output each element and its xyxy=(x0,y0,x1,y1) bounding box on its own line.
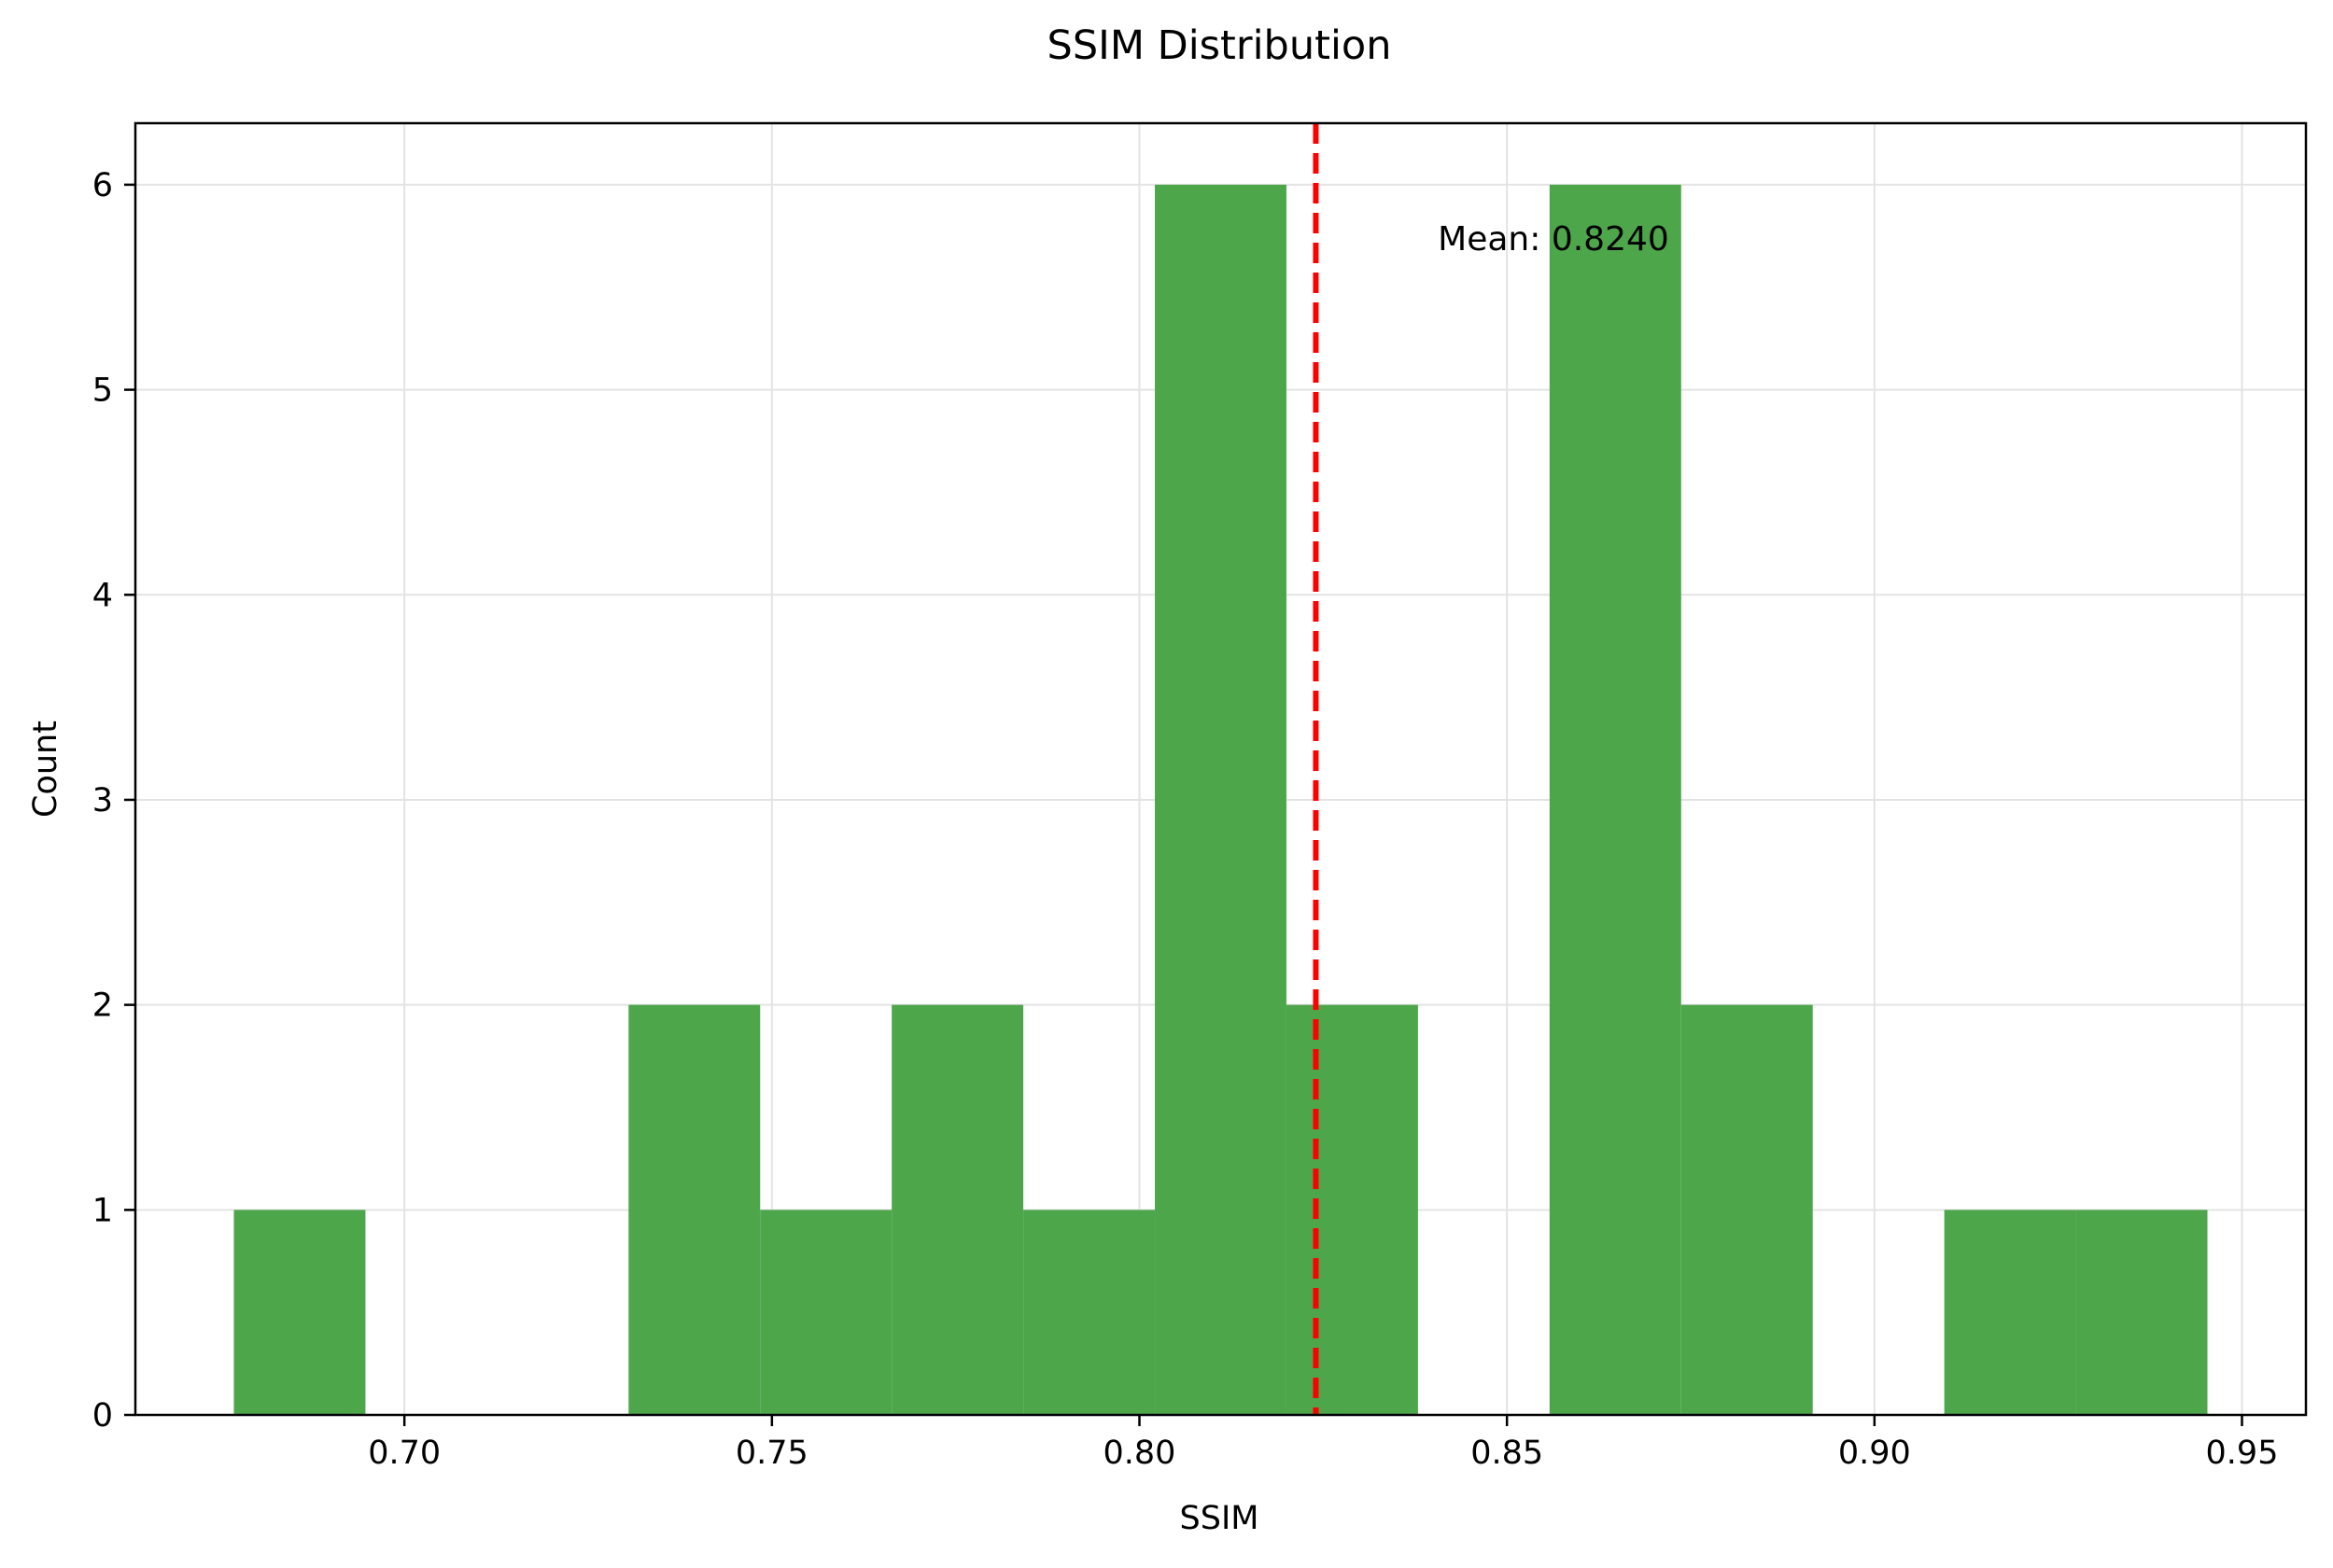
histogram-bar xyxy=(1549,184,1681,1415)
x-tick-label: 0.95 xyxy=(2206,1435,2279,1472)
histogram-bar xyxy=(1286,1004,1418,1415)
plot-frame xyxy=(134,121,2308,1417)
y-tick-label: 1 xyxy=(92,1192,113,1229)
x-axis: 0.70 0.75 0.80 0.85 0.90 0.95 xyxy=(368,1415,2278,1472)
histogram-bar xyxy=(1680,1004,1813,1415)
y-axis: 0 1 2 3 4 5 6 xyxy=(92,167,135,1435)
y-tick-label: 4 xyxy=(92,577,113,614)
y-tick-label: 6 xyxy=(92,167,113,204)
histogram-bar xyxy=(2075,1210,2208,1415)
y-tick-label: 5 xyxy=(92,372,113,410)
histogram-bar xyxy=(892,1004,1024,1415)
histogram-bar xyxy=(233,1210,366,1415)
histogram-bar xyxy=(1023,1210,1156,1415)
x-tick-label: 0.80 xyxy=(1103,1435,1176,1472)
y-tick-label: 0 xyxy=(92,1397,113,1435)
histogram-bar xyxy=(1155,184,1286,1415)
y-tick-label: 2 xyxy=(92,987,113,1025)
y-tick-label: 3 xyxy=(92,782,113,819)
mean-label: Mean: 0.8240 xyxy=(1438,220,1669,259)
x-axis-label: SSIM xyxy=(1180,1500,1259,1537)
y-axis-label: Count xyxy=(27,721,64,818)
chart-title: SSIM Distribution xyxy=(1047,22,1392,69)
histogram-bars xyxy=(233,184,2208,1415)
x-tick-label: 0.90 xyxy=(1838,1435,1911,1472)
mean-marker: Mean: 0.8240 xyxy=(1313,123,1669,1415)
histogram-bar xyxy=(1944,1210,2076,1415)
x-tick-label: 0.85 xyxy=(1470,1435,1543,1472)
histogram-bar xyxy=(628,1004,761,1415)
x-tick-label: 0.75 xyxy=(736,1435,808,1472)
histogram-bar xyxy=(760,1210,892,1415)
x-tick-label: 0.70 xyxy=(368,1435,441,1472)
